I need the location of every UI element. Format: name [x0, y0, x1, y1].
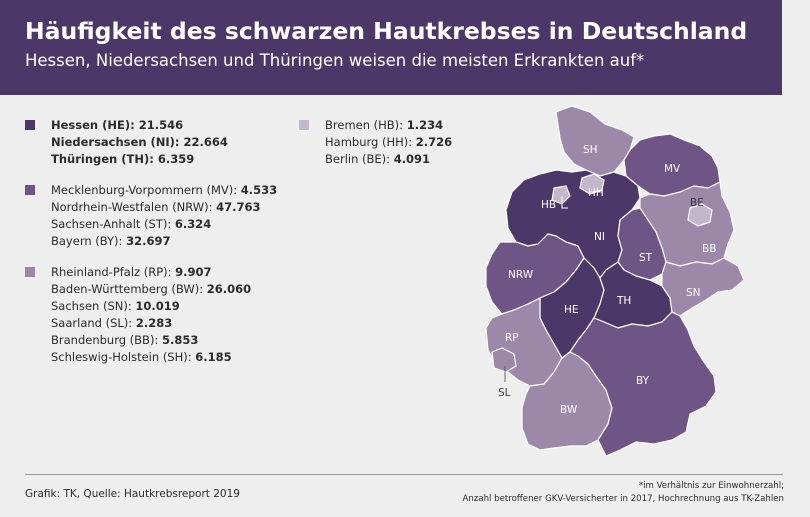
legend-item-berlin: Berlin (BE): 4.091 — [325, 152, 431, 167]
leader-line-hb — [561, 196, 568, 209]
map-label-bw: BW — [560, 404, 578, 416]
legend-item-baden-wuerttemberg: Baden-Württemberg (BW): 26.060 — [51, 282, 252, 297]
map-label-hb: HB — [541, 199, 556, 211]
map-label-ni: NI — [594, 231, 605, 243]
page-title: Häufigkeit des schwarzen Hautkrebses in … — [25, 17, 748, 45]
map-label-sn: SN — [686, 287, 701, 299]
map-label-sh: SH — [583, 144, 598, 156]
legend-group-mid: Mecklenburg-Vorpommern (MV): 4.533 Nordr… — [25, 182, 278, 252]
legend-item-niedersachsen: Niedersachsen (NI): 22.664 — [51, 135, 228, 150]
state-hh — [579, 173, 605, 195]
legend-item-bremen: Bremen (HB): 1.234 — [325, 118, 444, 132]
map-label-st: ST — [639, 252, 653, 264]
map-label-nrw: NRW — [508, 269, 534, 281]
legend-item-rheinland-pfalz: Rheinland-Pfalz (RP): 9.907 — [51, 265, 212, 279]
map-label-sl: SL — [498, 387, 511, 399]
map-label-mv: MV — [664, 163, 681, 175]
map-label-hh: HH — [588, 187, 604, 199]
footnote-line-1: *im Verhältnis zur Einwohnerzahl; — [638, 481, 784, 491]
map-label-th: TH — [616, 295, 631, 307]
state-be — [687, 203, 713, 227]
source-credit: Grafik: TK, Quelle: Hautkrebsreport 2019 — [25, 488, 240, 500]
map-label-he: HE — [564, 304, 579, 316]
map-label-bb: BB — [702, 243, 716, 255]
legend-item-schleswig-holstein: Schleswig-Holstein (SH): 6.185 — [51, 350, 232, 365]
header-banner: Häufigkeit des schwarzen Hautkrebses in … — [0, 0, 782, 95]
page-subtitle: Hessen, Niedersachsen und Thüringen weis… — [25, 51, 645, 70]
state-sh — [555, 105, 635, 177]
legend-item-hessen: Hessen (HE): 21.546 — [51, 118, 184, 132]
legend-group-high: Hessen (HE): 21.546 Niedersachsen (NI): … — [25, 117, 275, 169]
footnote: *im Verhältnis zur Einwohnerzahl; Anzahl… — [462, 480, 784, 505]
legend-item-nordrhein-westfalen: Nordrhein-Westfalen (NRW): 47.763 — [51, 200, 261, 215]
state-sl — [491, 347, 517, 373]
legend-item-sachsen: Sachsen (SN): 10.019 — [51, 299, 180, 314]
legend-swatch-high — [25, 120, 35, 130]
legend-item-mecklenburg-vorpommern: Mecklenburg-Vorpommern (MV): 4.533 — [51, 183, 278, 197]
legend-item-brandenburg: Brandenburg (BB): 5.853 — [51, 333, 199, 348]
map-label-be: BE — [690, 197, 704, 209]
legend-item-saarland: Saarland (SL): 2.283 — [51, 316, 173, 331]
state-by — [569, 311, 717, 457]
legend-swatch-mid — [25, 185, 35, 195]
legend-item-bayern: Bayern (BY): 32.697 — [51, 234, 171, 249]
legend-item-hamburg: Hamburg (HH): 2.726 — [325, 135, 453, 150]
germany-map: SH MV HH HB BE BB NI ST NRW HE TH SN RP … — [485, 105, 745, 457]
legend-item-thueringen: Thüringen (TH): 6.359 — [51, 152, 195, 167]
legend-group-low: Rheinland-Pfalz (RP): 9.907 Baden-Württe… — [25, 264, 275, 368]
legend-group-lowest: Bremen (HB): 1.234 Hamburg (HH): 2.726 B… — [299, 117, 474, 169]
legend-swatch-low — [25, 267, 35, 277]
legend-swatch-lowest — [299, 120, 309, 130]
map-label-by: BY — [636, 375, 650, 387]
state-mv — [623, 133, 721, 197]
legend-item-sachsen-anhalt: Sachsen-Anhalt (ST): 6.324 — [51, 217, 212, 232]
state-sn — [661, 257, 745, 317]
state-hb — [551, 185, 571, 205]
footer-divider — [25, 474, 783, 475]
map-label-rp: RP — [505, 332, 519, 344]
footnote-line-2: Anzahl betroffener GKV-Versicherter in 2… — [462, 493, 784, 504]
